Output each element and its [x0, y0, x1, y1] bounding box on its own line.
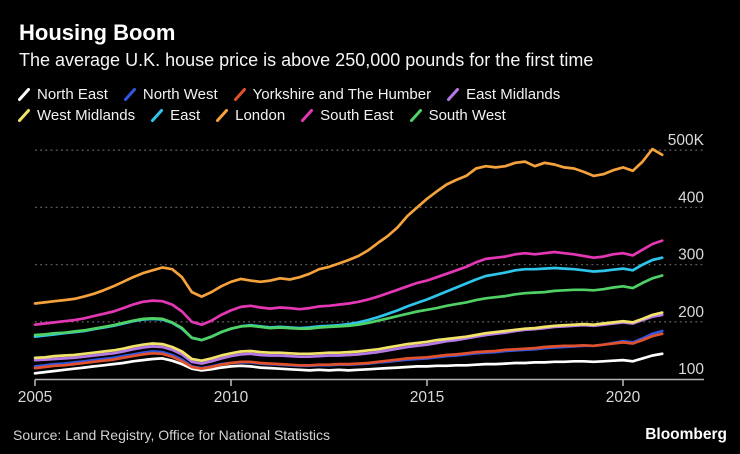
- legend-marker-west-midlands-icon: [18, 109, 30, 122]
- y-axis-label-300: 300: [678, 247, 704, 264]
- legend-marker-east-icon: [151, 109, 164, 122]
- line-south-west: [33, 274, 664, 342]
- legend-label-south-east: South East: [320, 107, 394, 124]
- legend-label-east: East: [170, 107, 201, 124]
- legend-marker-south-east-icon: [301, 109, 314, 122]
- legend-row-2: West Midlands East London South East South W…: [17, 105, 727, 126]
- legend-item-south-east: South East: [300, 107, 394, 124]
- legend-marker-east-midlands-icon: [447, 88, 460, 101]
- legend-item-north-west: North West: [123, 86, 218, 103]
- legend-item-east: East: [150, 107, 200, 124]
- legend-label-east-midlands: East Midlands: [466, 86, 561, 103]
- legend-marker-north-west-icon: [123, 88, 136, 101]
- line-west-midlands: [33, 311, 664, 363]
- y-axis-label-400: 400: [678, 189, 704, 206]
- legend-label-london: London: [235, 107, 286, 124]
- legend-item-south-west: South West: [409, 107, 506, 124]
- legend-item-yorkshire-and-the-humber: Yorkshire and The Humber: [233, 86, 431, 103]
- y-axis-label-200: 200: [678, 304, 704, 321]
- line-south-east: [33, 239, 664, 327]
- legend-marker-south-west-icon: [409, 109, 422, 122]
- x-axis-label-2005: 2005: [18, 389, 52, 406]
- legend-label-yorkshire-and-the-humber: Yorkshire and The Humber: [252, 86, 432, 103]
- legend-item-london: London: [215, 107, 285, 124]
- legend-item-west-midlands: West Midlands: [17, 107, 135, 124]
- legend-marker-yorkshire-and-the-humber-icon: [233, 88, 246, 101]
- line-north-east: [33, 352, 664, 375]
- legend-marker-north-east-icon: [18, 88, 30, 101]
- legend-item-north-east: North East: [17, 86, 108, 103]
- source-text: Source: Land Registry, Office for Nation…: [13, 427, 330, 443]
- chart-subtitle: The average U.K. house price is above 25…: [19, 50, 594, 70]
- legend-label-north-east: North East: [37, 86, 108, 103]
- line-yorkshire-and-the-humber: [33, 332, 664, 371]
- legend-row-1: North East North West Yorkshire and The Hu…: [17, 84, 727, 105]
- y-axis-label-500K: 500K: [668, 132, 705, 149]
- legend-label-south-west: South West: [428, 107, 506, 124]
- legend-item-east-midlands: East Midlands: [446, 86, 560, 103]
- bloomberg-logo: Bloomberg: [645, 426, 727, 443]
- x-axis-label-2010: 2010: [214, 389, 249, 406]
- x-axis-label-2015: 2015: [410, 389, 444, 406]
- line-east: [33, 256, 664, 342]
- y-axis-label-100: 100: [678, 361, 704, 378]
- legend-label-west-midlands: West Midlands: [37, 107, 136, 124]
- x-axis-label-2020: 2020: [606, 389, 641, 406]
- line-london: [33, 147, 664, 305]
- legend-marker-london-icon: [216, 109, 229, 122]
- page-title: Housing Boom: [19, 20, 176, 45]
- chart-legend: North East North West Yorkshire and The Hu…: [17, 84, 727, 126]
- legend-label-north-west: North West: [142, 86, 218, 103]
